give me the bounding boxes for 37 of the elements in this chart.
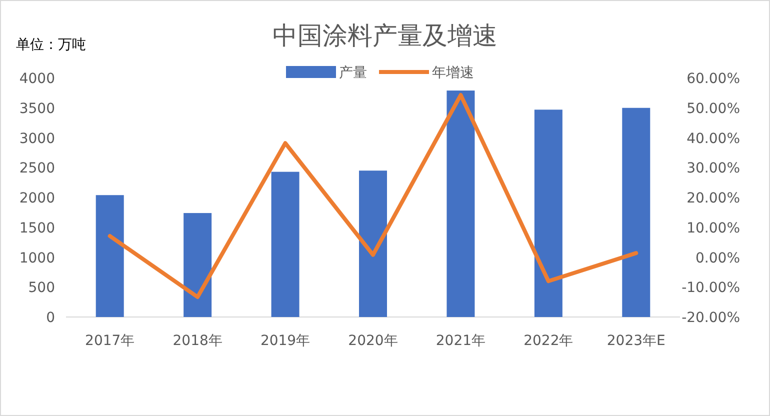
y-tick-label: 2000	[19, 190, 55, 206]
y-tick-label: 4000	[19, 71, 55, 87]
y2-tick-label: 60.00%	[686, 71, 740, 87]
y2-tick-label: 30.00%	[686, 160, 740, 177]
x-tick-label: 2023年E	[606, 333, 666, 349]
y2-tick-label: -20.00%	[682, 310, 740, 326]
bar	[446, 90, 475, 317]
x-tick-label: 2021年	[436, 333, 486, 349]
x-tick-label: 2022年	[524, 333, 574, 349]
y2-tick-label: 10.00%	[686, 220, 740, 236]
y-tick-label: 0	[46, 310, 55, 326]
y-tick-label: 1500	[19, 220, 55, 236]
y2-tick-label: 0.00%	[696, 250, 740, 266]
text: 单位：万吨	[16, 37, 86, 53]
y2-tick-label: -10.00%	[682, 280, 740, 296]
bar	[534, 110, 562, 317]
y-tick-label: 2500	[19, 160, 55, 177]
legend-label: 产量	[339, 65, 367, 81]
legend-label: 年增速	[432, 65, 474, 81]
chart-title: 中国涂料产量及增速	[272, 21, 498, 50]
x-tick-label: 2018年	[172, 333, 222, 349]
y-tick-label: 1000	[19, 250, 55, 266]
y-tick-label: 3500	[19, 100, 55, 117]
bar	[359, 170, 387, 317]
x-tick-label: 2020年	[348, 333, 398, 349]
y-tick-label: 500	[28, 280, 55, 296]
line-series	[108, 93, 638, 299]
x-tick-label: 2017年	[85, 333, 135, 349]
y2-tick-label: 50.00%	[686, 100, 740, 117]
y2-tick-label: 20.00%	[686, 190, 740, 206]
bar	[96, 195, 124, 317]
x-tick-label: 2019年	[260, 333, 310, 349]
y-tick-label: 3000	[19, 130, 55, 147]
bar	[184, 213, 212, 317]
bar	[271, 172, 300, 317]
bar	[622, 108, 650, 317]
y2-tick-label: 40.00%	[686, 130, 740, 147]
